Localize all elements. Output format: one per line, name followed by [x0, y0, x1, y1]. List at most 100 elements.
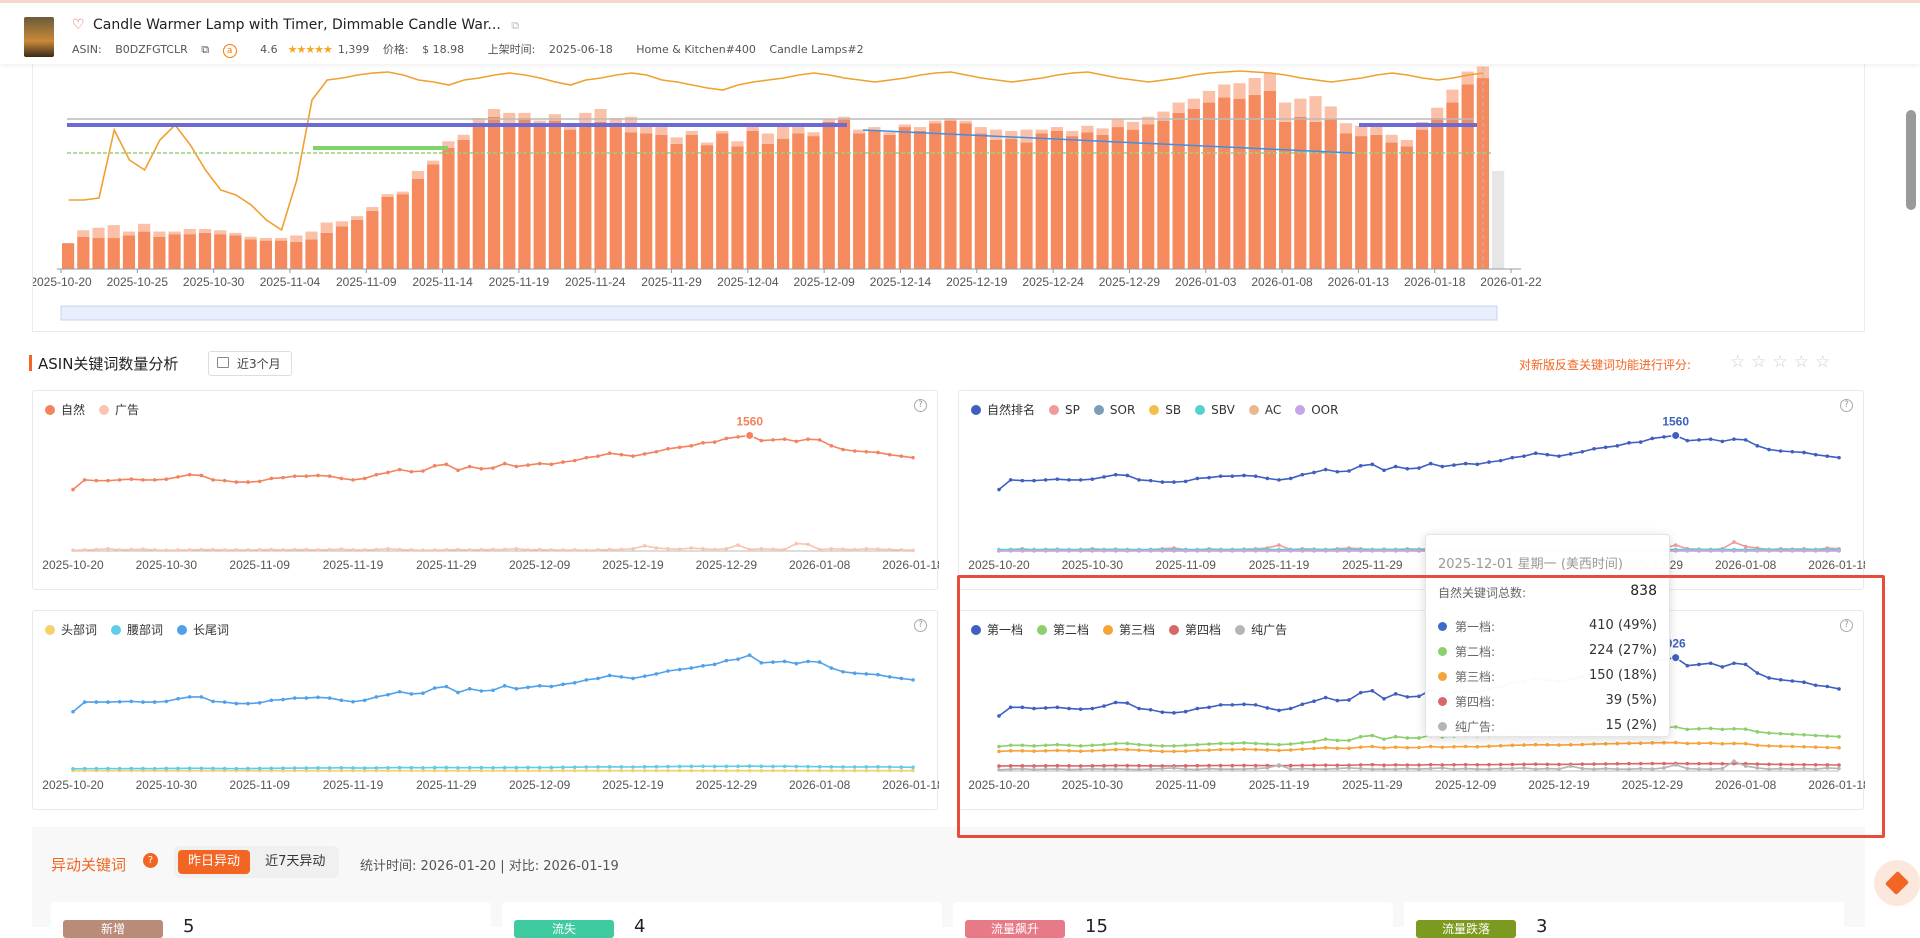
legend-item[interactable]: 自然排名 [971, 401, 1035, 418]
legend-dot [1195, 405, 1205, 415]
data-point [631, 765, 635, 769]
product-title[interactable]: Candle Warmer Lamp with Timer, Dimmable … [93, 17, 501, 33]
help-icon[interactable]: ? [143, 853, 158, 868]
date-range-selector[interactable]: 近3个月 [208, 351, 292, 376]
data-point [445, 769, 449, 773]
organic-bar [1340, 134, 1352, 269]
data-point [433, 766, 437, 770]
data-point [1149, 479, 1153, 483]
legend-item[interactable]: SOR [1094, 403, 1135, 417]
help-icon[interactable]: ? [914, 399, 927, 412]
ad-bar [655, 127, 667, 135]
legend-label: SBV [1211, 403, 1235, 417]
data-point [503, 548, 507, 552]
green-band [313, 146, 448, 150]
favorite-heart-icon[interactable]: ♡ [72, 17, 85, 33]
data-point [1172, 549, 1176, 553]
data-point [398, 690, 402, 694]
legend-item[interactable]: 头部词 [45, 621, 97, 638]
copy-asin-icon[interactable]: ⧉ [201, 43, 209, 56]
rank-candle-lamps[interactable]: Candle Lamps#2 [769, 43, 863, 56]
organic-bar [427, 164, 439, 269]
data-point [246, 767, 250, 771]
data-point [900, 765, 904, 769]
tab-7days[interactable]: 近7天异动 [255, 850, 335, 874]
data-point [1732, 437, 1736, 441]
legend-label: 长尾词 [193, 623, 229, 637]
organic-bar [77, 237, 89, 269]
data-point [1709, 549, 1713, 553]
data-point [235, 702, 239, 706]
x-tick-label: 2026-01-13 [1328, 275, 1390, 289]
legend-item[interactable]: AC [1249, 403, 1281, 417]
data-point [736, 435, 740, 439]
data-point [1674, 549, 1678, 553]
data-point [1032, 549, 1036, 553]
review-count: 1,399 [338, 43, 370, 56]
organic-bar [62, 243, 74, 269]
legend-item[interactable]: 腰部词 [111, 621, 163, 638]
organic-bar [473, 124, 485, 269]
data-point [328, 548, 332, 552]
legend-label: 腰部词 [127, 623, 163, 637]
legend-dot [971, 405, 981, 415]
legend-item[interactable]: 自然 [45, 401, 85, 418]
data-point [153, 548, 157, 552]
data-point [270, 477, 274, 481]
product-thumbnail[interactable] [24, 17, 54, 57]
copy-icon[interactable]: ⧉ [511, 19, 519, 32]
rank-home-kitchen[interactable]: Home & Kitchen#400 [636, 43, 756, 56]
help-icon[interactable]: ? [1840, 399, 1853, 412]
organic-bar [92, 238, 104, 269]
legend-item[interactable]: OOR [1295, 403, 1338, 417]
data-point [270, 698, 274, 702]
data-point [900, 548, 904, 552]
organic-bar [640, 134, 652, 269]
data-point [235, 548, 239, 552]
data-point [480, 548, 484, 552]
data-point [538, 766, 542, 770]
data-point [1627, 441, 1631, 445]
ad-bar [214, 230, 226, 234]
legend-item[interactable]: SP [1049, 403, 1080, 417]
organic-bar [381, 197, 393, 269]
legend-item[interactable]: 广告 [99, 401, 139, 418]
legend-item[interactable]: 长尾词 [177, 621, 229, 638]
data-point [620, 765, 624, 769]
x-tick-label: 2026-01-08 [1251, 275, 1313, 289]
tab-yesterday[interactable]: 昨日异动 [178, 850, 250, 874]
legend-item[interactable]: SB [1149, 403, 1181, 417]
data-point [888, 453, 892, 457]
data-point [1417, 549, 1421, 553]
feedback-star-rating[interactable]: ☆☆☆☆☆ [1730, 352, 1836, 372]
amazon-badge-icon[interactable]: a [223, 44, 237, 58]
ad-bar [108, 225, 120, 238]
rank-band [67, 123, 847, 127]
floating-action-button[interactable] [1874, 860, 1920, 906]
help-icon[interactable]: ? [914, 619, 927, 632]
scrollbar-thumb[interactable] [1906, 110, 1916, 210]
ad-bar [1036, 130, 1048, 134]
ad-bar [321, 223, 333, 233]
legend-item[interactable]: SBV [1195, 403, 1235, 417]
organic-bar [671, 144, 683, 269]
data-point [818, 660, 822, 664]
data-point [1581, 450, 1585, 454]
abnormal-keywords-title: 异动关键词 [51, 854, 126, 875]
ad-bar [990, 130, 1002, 140]
data-point [701, 769, 705, 773]
x-tick-label: 2025-11-19 [323, 778, 384, 792]
ad-bar [1386, 135, 1398, 143]
data-point [1137, 549, 1141, 553]
data-point [655, 546, 659, 550]
data-point [1196, 549, 1200, 553]
